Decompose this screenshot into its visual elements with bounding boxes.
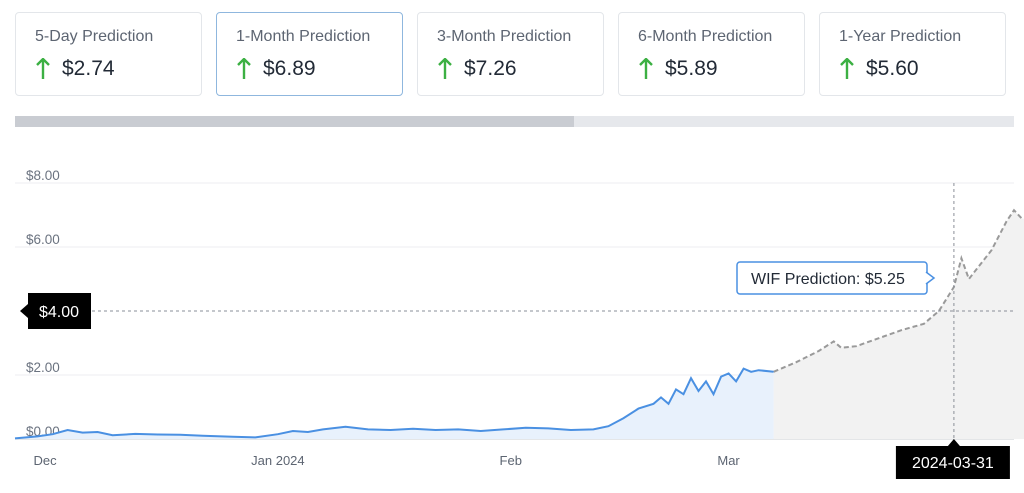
prediction-card-3-month[interactable]: 3-Month Prediction $7.26 [417,12,604,96]
historical-area [15,368,774,439]
y-tick-label: $2.00 [26,360,60,375]
prediction-card-1-year[interactable]: 1-Year Prediction $5.60 [819,12,1006,96]
prediction-tooltip: WIF Prediction: $5.25 [736,261,936,295]
x-tick-label: Mar [717,453,740,468]
card-value: $7.26 [464,57,517,80]
card-label: 5-Day Prediction [35,28,154,45]
card-value: $5.89 [665,57,718,80]
prediction-area [773,210,1024,439]
arrow-up-icon [237,58,251,79]
prediction-card-1-month[interactable]: 1-Month Prediction $6.89 [216,12,403,96]
card-label: 1-Month Prediction [236,28,371,45]
card-label: 3-Month Prediction [437,28,572,45]
card-value: $2.74 [62,57,115,80]
x-tick-label: Feb [500,453,522,468]
price-tag-box [20,293,91,329]
price-tag-label: $4.00 [39,304,79,321]
tooltip-label: WIF Prediction: [751,271,865,288]
arrow-up-icon [840,58,854,79]
card-value: $6.89 [263,57,316,80]
tooltip-text: WIF Prediction: $5.25 [751,271,905,288]
card-label: 6-Month Prediction [638,28,773,45]
scrollbar-thumb[interactable] [15,116,574,127]
arrow-up-icon [36,58,50,79]
prediction-card-5-day[interactable]: 5-Day Prediction $2.74 [15,12,202,96]
crosshair-price-tag: $4.00 [20,293,91,329]
historical-line [14,367,774,440]
card-value: $5.60 [866,57,919,80]
arrow-up-icon [639,58,653,79]
card-label: 1-Year Prediction [839,28,962,45]
tooltip-pointer [925,271,936,285]
cards-scrollbar[interactable] [15,116,1014,127]
date-tag-box [895,439,1010,479]
crosshair-date-tag: 2024-03-31 [895,439,1010,479]
prediction-cards: 5-Day Prediction $2.74 1-Month Predictio… [15,12,1008,98]
tooltip-value: $5.25 [865,271,905,288]
y-tick-label: $6.00 [26,232,60,247]
y-tick-label: $8.00 [26,168,60,183]
prediction-line [773,208,1024,373]
x-tick-label: Dec [33,453,57,468]
prediction-card-6-month[interactable]: 6-Month Prediction $5.89 [618,12,805,96]
x-tick-label: Jan 2024 [251,453,305,468]
arrow-up-icon [438,58,452,79]
date-tag-label: 2024-03-31 [912,455,994,472]
